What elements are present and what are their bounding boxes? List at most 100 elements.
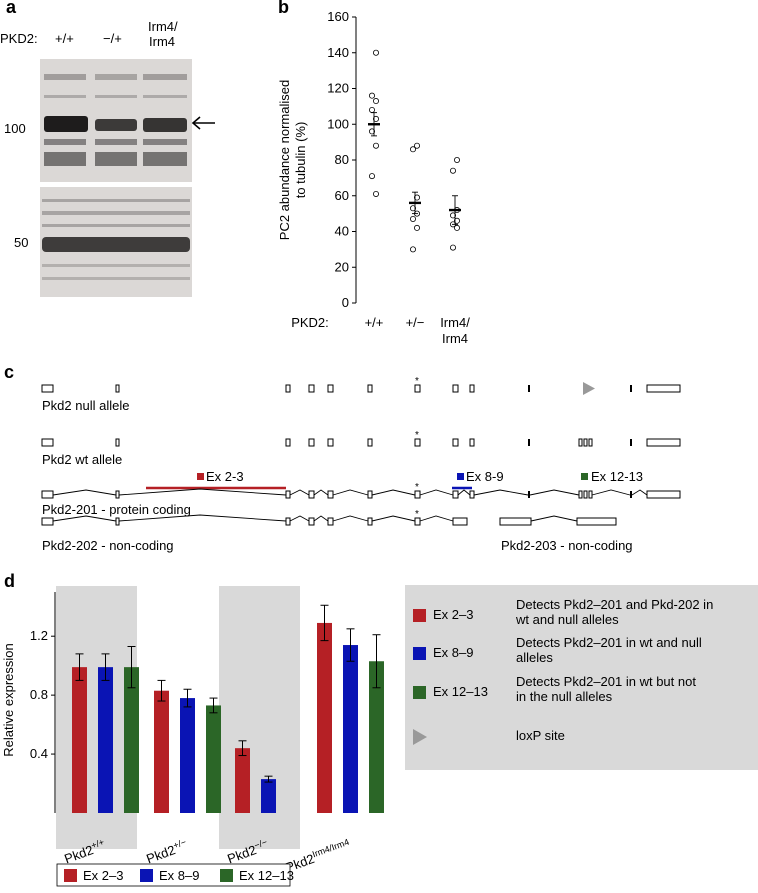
point-2-4 <box>453 217 460 224</box>
band-pc2-wt <box>44 116 88 132</box>
legend-desc-ex12-13-l1: Detects Pkd2–201 in wt but not <box>516 674 696 689</box>
point-0-3 <box>369 106 376 113</box>
y-tick-label-1: 0.8 <box>30 687 48 702</box>
y-tick-label-6: 120 <box>327 81 349 96</box>
t201-label: Pkd2-201 - protein coding <box>42 502 191 517</box>
point-0-4 <box>373 115 380 122</box>
y-tick-label-2: 1.2 <box>30 628 48 643</box>
bar-3-2 <box>369 661 384 813</box>
point-1-0 <box>413 142 420 149</box>
wt-star: * <box>415 430 419 441</box>
bar-1-2 <box>206 705 221 813</box>
y-axis-label-line1: PC2 abundance normalised <box>277 80 292 240</box>
legend-row-ex12-13: Ex 12–13 Detects Pkd2–201 in wt but not … <box>413 674 753 714</box>
y-tick-label-0: 0.4 <box>30 746 48 761</box>
shade-group-0 <box>56 586 137 849</box>
bar-legend-label-2: Ex 12–13 <box>239 868 294 883</box>
null-allele-track <box>41 384 681 393</box>
null-star: * <box>415 376 419 387</box>
point-2-6 <box>453 224 460 231</box>
x-cat-label-2: Irm4/ <box>440 315 470 330</box>
triangle-right-icon <box>413 729 427 745</box>
transcript-203 <box>499 515 617 526</box>
point-1-2 <box>413 194 420 201</box>
arrow-left-icon <box>191 116 215 130</box>
bar-1-0 <box>154 690 169 813</box>
point-0-5 <box>369 128 376 135</box>
null-allele-label: Pkd2 null allele <box>42 398 129 413</box>
panel-a-pkd2-label: PKD2: <box>0 31 38 46</box>
y-tick-label-4: 80 <box>335 152 349 167</box>
pc2-scatter-chart: 0 20 40 60 80 100 120 140 160 PC2 abundance norma… <box>277 9 470 346</box>
legend-desc-ex2-3-l1: Detects Pkd2–201 and Pkd-202 in <box>516 597 714 612</box>
amplicon-ex2-3-label: Ex 2-3 <box>206 469 244 484</box>
point-1-3 <box>409 205 416 212</box>
panel-c-letter: c <box>4 362 15 382</box>
genotype-wt: +/+ <box>55 31 74 46</box>
band-tubulin <box>42 237 190 252</box>
point-1-1 <box>409 146 416 153</box>
y-axis-label: Relative expression <box>1 643 16 756</box>
shade-group-2 <box>219 586 300 849</box>
point-1-7 <box>409 246 416 253</box>
y-tick-label-1: 20 <box>335 259 349 274</box>
amplicon-ex8-9-label: Ex 8-9 <box>466 469 504 484</box>
legend-box: Ex 2–3 Detects Pkd2–201 and Pkd-202 in w… <box>405 585 758 770</box>
y-tick-label-5: 100 <box>327 116 349 131</box>
y-tick-label-2: 40 <box>335 224 349 239</box>
panel-a-letter: a <box>6 0 17 17</box>
bar-0-0 <box>72 667 87 813</box>
t202-star: * <box>415 509 419 520</box>
legend-swatch-red <box>413 609 426 622</box>
bar-legend-label-0: Ex 2–3 <box>83 868 123 883</box>
y-tick-label-0: 0 <box>342 295 349 310</box>
bar-legend-label-1: Ex 8–9 <box>159 868 199 883</box>
y-axis-label-line2: to tubulin (%) <box>293 122 308 199</box>
point-1-6 <box>413 224 420 231</box>
legend-loxp-label: loxP site <box>516 728 565 743</box>
bar-0-2 <box>124 667 139 813</box>
amplicon-ex12-13-swatch <box>581 473 588 480</box>
amplicon-ex8-9-swatch <box>457 473 464 480</box>
bar-3-0 <box>317 622 332 813</box>
point-0-7 <box>369 173 376 180</box>
bar-2-0 <box>235 748 250 813</box>
point-0-2 <box>373 98 380 105</box>
point-0-6 <box>373 142 380 149</box>
x-cat-label-1: Pkd2+/− <box>144 837 190 867</box>
legend-row-loxp: loxP site <box>413 725 753 749</box>
genotype-het: −/+ <box>103 31 122 46</box>
loxp-site-icon <box>583 382 595 395</box>
x-cat-label-0: +/+ <box>365 315 384 330</box>
wt-allele-track <box>41 438 681 447</box>
band-pc2-het <box>95 119 137 131</box>
bar-2-1 <box>261 779 276 813</box>
legend-label-ex8-9: Ex 8–9 <box>433 645 474 660</box>
x-cat-label2-2: Irm4 <box>442 331 468 346</box>
point-0-0 <box>373 49 380 56</box>
legend-label-ex2-3: Ex 2–3 <box>433 607 474 622</box>
y-tick-label-3: 60 <box>335 188 349 203</box>
y-tick-label-7: 140 <box>327 45 349 60</box>
marker-100: 100 <box>4 121 26 136</box>
t201-star: * <box>415 482 419 493</box>
panel-d-letter: d <box>4 571 15 591</box>
legend-desc-ex12-13-l2: in the null alleles <box>516 689 613 704</box>
y-tick-label-8: 160 <box>327 9 349 24</box>
legend-swatch-blue <box>413 647 426 660</box>
point-2-0 <box>453 156 460 163</box>
point-0-8 <box>373 190 380 197</box>
marker-50: 50 <box>14 235 29 250</box>
point-2-3 <box>449 212 456 219</box>
legend-row-ex2-3: Ex 2–3 Detects Pkd2–201 and Pkd-202 in w… <box>413 597 753 637</box>
x-pkd2-label: PKD2: <box>291 315 329 330</box>
genotype-irm4-line2: Irm4 <box>149 34 175 49</box>
legend-desc-ex8-9-l2: alleles <box>516 650 553 665</box>
genotype-irm4-line1: Irm4/ <box>148 19 178 34</box>
legend-row-ex8-9: Ex 8–9 Detects Pkd2–201 in wt and null a… <box>413 635 753 675</box>
amplicon-ex12-13-label: Ex 12-13 <box>591 469 643 484</box>
band-pc2-irm4 <box>143 118 187 132</box>
bar-0-1 <box>98 667 113 813</box>
legend-desc-ex2-3-l2: wt and null alleles <box>516 612 619 627</box>
